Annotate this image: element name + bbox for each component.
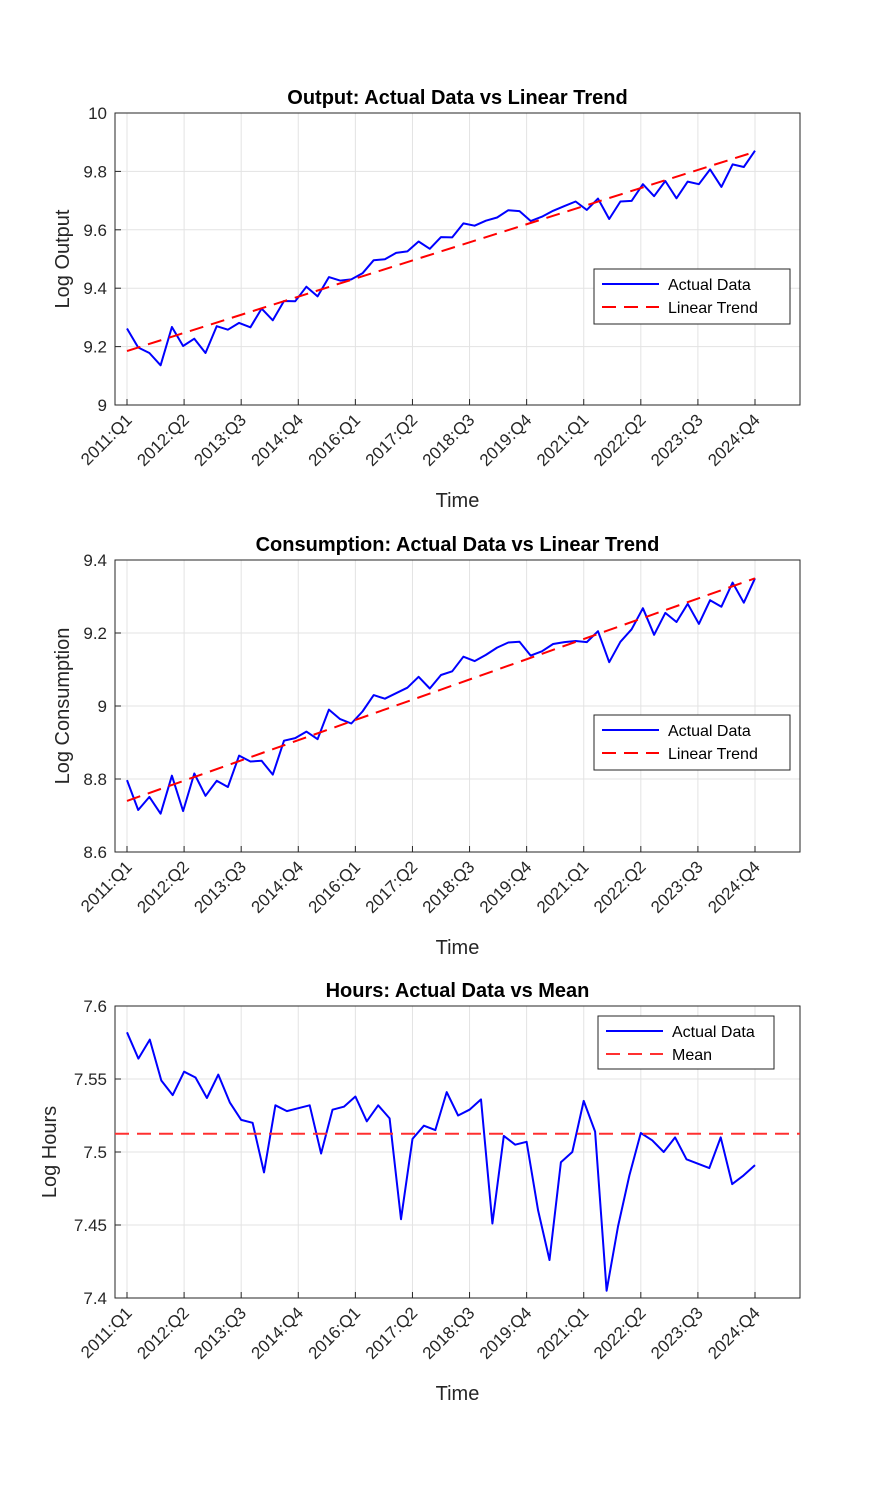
hours-chart-panel: 7.47.457.57.557.62011:Q12012:Q22013:Q320… (39, 980, 801, 1405)
x-tick-label: 2024:Q4 (704, 1303, 764, 1363)
x-tick-label: 2019:Q4 (476, 410, 536, 470)
x-axis-label: Time (436, 490, 480, 512)
x-tick-label: 2014:Q4 (248, 857, 308, 917)
legend-box (597, 1015, 775, 1070)
x-tick-label: 2016:Q1 (305, 1303, 365, 1363)
series-line-actual-data (126, 150, 756, 367)
x-tick-label: 2019:Q4 (476, 857, 536, 917)
legend-box (593, 268, 791, 325)
legend-label: Actual Data (668, 723, 751, 740)
x-tick-label: 2018:Q3 (419, 857, 479, 917)
y-tick-label: 9.2 (83, 338, 107, 357)
y-tick-label: 7.5 (83, 1143, 107, 1162)
chart-title: Output: Actual Data vs Linear Trend (287, 87, 627, 109)
x-tick-label: 2019:Q4 (476, 1303, 536, 1363)
series-line-actual-data (126, 1031, 756, 1292)
x-tick-label: 2014:Q4 (248, 410, 308, 470)
y-tick-label: 7.55 (74, 1070, 107, 1089)
consumption-chart-panel: 8.6 8.8 9 9.2 9.4 2011:Q12012:Q22013:Q32014:Q… (52, 534, 801, 959)
x-tick-label: 2016:Q1 (305, 410, 365, 470)
x-tick-label: 2022:Q2 (590, 1303, 650, 1363)
y-tick-label: 7.45 (74, 1216, 107, 1235)
axes-box (114, 1005, 801, 1299)
x-tick-label: 2012:Q2 (133, 857, 193, 917)
output-chart-panel: 9 9.2 9.4 9.6 9.8 10 2011:Q12012:Q22013:Q32014… (52, 87, 801, 512)
x-tick-label: 2021:Q1 (533, 857, 593, 917)
x-tick-label: 2023:Q3 (647, 410, 707, 470)
x-tick-label: 2013:Q3 (190, 857, 250, 917)
legend: Actual Data Linear Trend (593, 714, 791, 771)
x-tick-label: 2017:Q2 (362, 857, 422, 917)
x-tick-label: 2014:Q4 (248, 1303, 308, 1363)
plot-area (115, 113, 800, 405)
x-axis-label: Time (436, 1383, 480, 1405)
x-tick-label: 2018:Q3 (419, 410, 479, 470)
x-axis-label: Time (436, 937, 480, 959)
y-tick-label: 9 (98, 396, 107, 415)
legend: Actual Data Linear Trend (593, 268, 791, 325)
axes-box (114, 112, 801, 406)
series-line-actual-data (126, 577, 756, 815)
x-tick-label: 2012:Q2 (133, 1303, 193, 1363)
x-tick-label: 2016:Q1 (305, 857, 365, 917)
x-tick-label: 2022:Q2 (590, 410, 650, 470)
x-tick-label: 2021:Q1 (533, 1303, 593, 1363)
legend-label: Actual Data (668, 277, 751, 294)
chart-title: Hours: Actual Data vs Mean (326, 980, 590, 1002)
y-tick-label: 8.8 (83, 770, 107, 789)
legend: Actual Data Mean (597, 1015, 775, 1070)
x-tick-label: 2017:Q2 (362, 410, 422, 470)
legend-label: Linear Trend (668, 746, 758, 763)
y-tick-label: 10 (88, 104, 107, 123)
x-tick-label: 2018:Q3 (419, 1303, 479, 1363)
x-tick-label: 2017:Q2 (362, 1303, 422, 1363)
x-tick-label: 2021:Q1 (533, 410, 593, 470)
y-axis-label: Log Hours (39, 1106, 61, 1198)
y-axis-label: Log Consumption (52, 628, 74, 785)
y-tick-label: 9 (98, 697, 107, 716)
series-line-linear-trend (126, 577, 756, 802)
y-tick-label: 9.4 (83, 279, 107, 298)
y-tick-label: 9.6 (83, 221, 107, 240)
x-tick-label: 2011:Q1 (77, 410, 136, 469)
legend-box (593, 714, 791, 771)
x-tick-label: 2022:Q2 (590, 857, 650, 917)
axes-box (114, 559, 801, 853)
y-tick-label: 8.6 (83, 843, 107, 862)
y-tick-label: 7.6 (83, 997, 107, 1016)
y-tick-label: 9.4 (83, 551, 107, 570)
x-tick-label: 2013:Q3 (190, 410, 250, 470)
x-tick-label: 2023:Q3 (647, 857, 707, 917)
y-tick-label: 9.2 (83, 624, 107, 643)
x-tick-label: 2024:Q4 (704, 410, 764, 470)
x-tick-label: 2011:Q1 (77, 857, 136, 916)
y-axis-label: Log Output (52, 209, 74, 308)
x-tick-label: 2011:Q1 (77, 1303, 136, 1362)
y-tick-label: 7.4 (83, 1289, 107, 1308)
x-tick-label: 2023:Q3 (647, 1303, 707, 1363)
x-tick-label: 2012:Q2 (133, 410, 193, 470)
y-tick-label: 9.8 (83, 162, 107, 181)
x-tick-label: 2024:Q4 (704, 857, 764, 917)
chart-title: Consumption: Actual Data vs Linear Trend (256, 534, 660, 556)
x-tick-label: 2013:Q3 (190, 1303, 250, 1363)
legend-label: Linear Trend (668, 300, 758, 317)
legend-label: Actual Data (672, 1024, 755, 1041)
legend-label: Mean (672, 1047, 712, 1064)
